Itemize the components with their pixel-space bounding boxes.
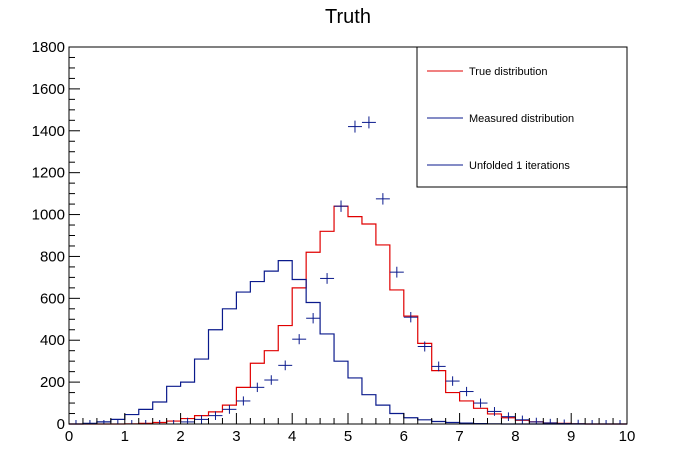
data-point [431, 361, 446, 372]
x-tick-label: 9 [567, 428, 575, 445]
x-tick-label: 8 [511, 428, 519, 445]
data-point [403, 312, 418, 323]
y-tick-label: 1800 [32, 39, 65, 56]
data-point [180, 417, 195, 424]
data-point [236, 396, 251, 406]
data-point [264, 375, 279, 385]
y-tick-label: 1400 [32, 123, 65, 140]
data-point [361, 116, 376, 129]
legend-label-measured: Measured distribution [469, 113, 574, 125]
y-tick-label: 1000 [32, 207, 65, 224]
data-point [389, 266, 404, 278]
data-point [459, 386, 474, 397]
x-tick-label: 4 [288, 428, 296, 445]
data-point [292, 334, 307, 345]
data-point [445, 376, 460, 386]
x-tick-label: 2 [176, 428, 184, 445]
data-point [557, 419, 572, 425]
y-tick-label: 1200 [32, 165, 65, 182]
y-tick-label: 600 [40, 290, 65, 307]
axis-layer: 0 1 2 3 4 5 6 7 8 9 10 0 200 400 600 800 1000 1200 1400 160… [32, 39, 636, 445]
data-point [348, 120, 362, 133]
data-point [473, 398, 488, 408]
data-point [278, 360, 293, 371]
data-point [417, 341, 432, 352]
data-point [501, 412, 516, 421]
x-tick-label: 0 [65, 428, 73, 445]
data-point [250, 382, 265, 393]
data-point [487, 407, 502, 416]
series-line-0 [69, 205, 627, 425]
data-point [208, 411, 223, 420]
x-tick-label: 7 [455, 428, 463, 445]
legend: True distribution Measured distribution … [416, 46, 628, 188]
x-tick-label: 1 [121, 428, 129, 445]
data-point [515, 415, 530, 424]
y-tick-label: 800 [40, 248, 65, 265]
legend-box [416, 46, 628, 188]
x-tick-label: 10 [619, 428, 636, 445]
x-tick-label: 3 [232, 428, 240, 445]
data-point [571, 419, 586, 425]
chart-title: Truth [325, 6, 371, 28]
y-tick-label: 1600 [32, 81, 65, 98]
x-tick-label: 6 [400, 428, 408, 445]
legend-label-true: True distribution [469, 66, 547, 78]
data-point [306, 313, 321, 324]
data-point [529, 417, 544, 424]
data-point [334, 200, 348, 212]
data-point [222, 404, 237, 414]
data-point [194, 415, 209, 424]
data-point [543, 418, 558, 424]
y-tick-label: 400 [40, 332, 65, 349]
x-tick-label: 5 [344, 428, 352, 445]
y-tick-label: 0 [57, 416, 65, 433]
y-tick-label: 200 [40, 374, 65, 391]
data-point [320, 273, 335, 284]
legend-label-unfolded: Unfolded 1 iterations [469, 160, 570, 172]
series-line-1 [69, 260, 627, 425]
data-point [375, 193, 390, 205]
